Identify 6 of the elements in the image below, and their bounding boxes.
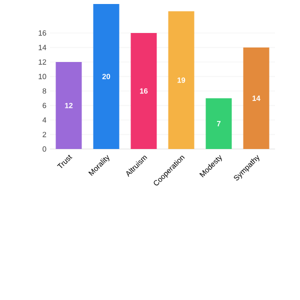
bar <box>206 98 232 149</box>
bar <box>130 33 157 149</box>
bar <box>168 11 194 149</box>
bar <box>243 48 270 149</box>
bar <box>93 4 120 149</box>
bar <box>56 62 82 149</box>
